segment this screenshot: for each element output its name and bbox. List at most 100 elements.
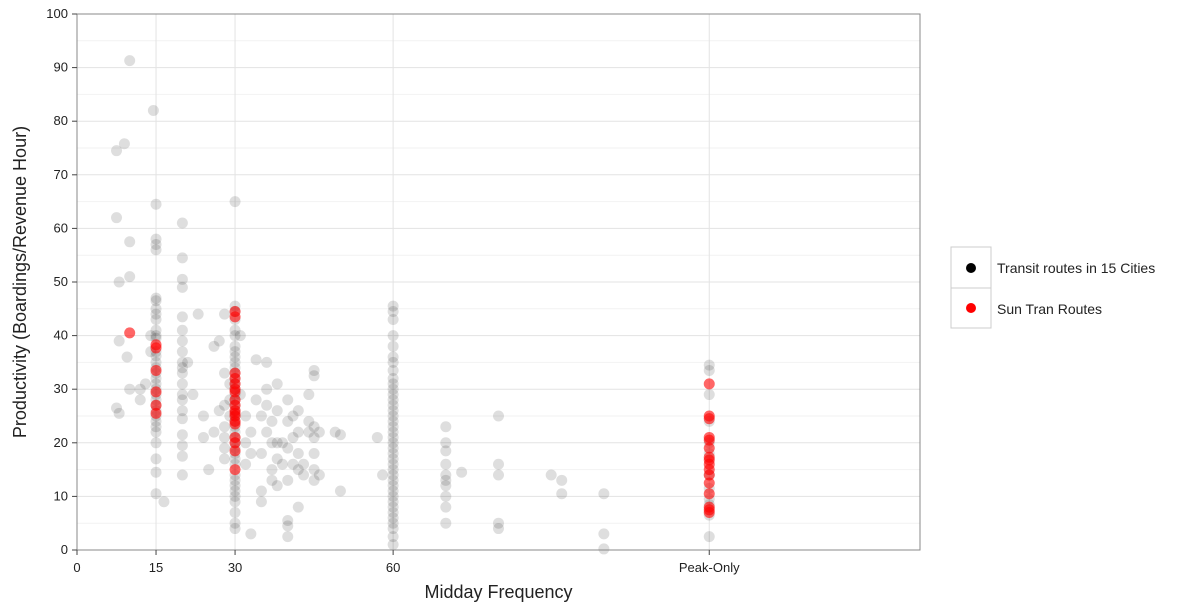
data-point	[387, 448, 399, 460]
data-point	[176, 469, 188, 481]
data-point	[111, 212, 123, 224]
data-point	[493, 458, 504, 470]
data-point	[176, 217, 188, 229]
data-point	[387, 405, 399, 417]
data-point	[150, 364, 162, 376]
data-point	[329, 426, 341, 438]
data-point	[176, 273, 188, 285]
data-point	[308, 421, 320, 433]
data-point	[150, 244, 162, 256]
data-point	[176, 429, 188, 441]
x-tick-label: 0	[73, 560, 80, 575]
data-point	[229, 351, 241, 363]
data-point	[113, 276, 125, 288]
y-tick-label: 40	[54, 328, 68, 343]
data-point	[176, 335, 188, 347]
data-point	[598, 528, 610, 540]
data-point	[111, 402, 123, 414]
data-point	[308, 464, 320, 476]
data-point	[456, 466, 468, 478]
data-point	[150, 314, 162, 326]
data-point	[313, 426, 325, 438]
data-point	[203, 464, 215, 476]
data-point	[703, 531, 715, 543]
data-point	[387, 506, 399, 518]
data-point	[387, 314, 399, 326]
data-point	[308, 474, 320, 486]
data-point	[219, 431, 231, 443]
data-point	[229, 418, 241, 430]
data-point	[250, 394, 262, 406]
data-point	[150, 399, 162, 411]
data-point	[440, 458, 452, 470]
data-point	[598, 543, 610, 555]
data-point	[176, 450, 188, 462]
data-point	[387, 394, 399, 406]
data-point	[150, 308, 162, 320]
data-point	[147, 104, 159, 116]
data-point	[229, 485, 241, 497]
data-point	[276, 437, 288, 449]
data-point	[703, 389, 715, 401]
data-point	[261, 356, 273, 368]
data-point	[150, 426, 162, 438]
data-point	[150, 453, 162, 465]
data-point	[703, 477, 715, 489]
data-point	[219, 399, 231, 411]
data-point	[134, 394, 146, 406]
data-point	[308, 364, 320, 376]
data-point	[229, 517, 241, 529]
data-point	[387, 437, 399, 449]
y-tick-label: 30	[54, 381, 68, 396]
data-point	[440, 517, 452, 529]
data-point	[113, 335, 125, 347]
data-point	[150, 342, 162, 354]
legend-marker-transit	[966, 263, 976, 273]
data-point	[598, 488, 610, 500]
data-point	[121, 351, 133, 363]
data-point	[387, 340, 399, 352]
data-point	[176, 394, 188, 406]
data-point	[219, 442, 231, 454]
data-point	[150, 198, 162, 210]
data-point	[176, 356, 188, 368]
y-tick-label: 20	[54, 435, 68, 450]
data-point	[287, 410, 299, 422]
data-point	[440, 474, 452, 486]
data-point	[387, 330, 399, 342]
data-point	[229, 490, 241, 502]
data-point	[182, 356, 194, 368]
data-point	[282, 520, 294, 532]
data-point	[303, 389, 315, 401]
data-point	[271, 453, 283, 465]
data-point	[229, 386, 241, 398]
data-point	[292, 405, 304, 417]
data-point	[387, 421, 399, 433]
data-point	[219, 367, 231, 379]
data-point	[266, 464, 278, 476]
x-tick-label: 15	[149, 560, 163, 575]
data-point	[124, 55, 136, 67]
data-point	[219, 308, 231, 320]
data-point	[229, 523, 241, 535]
data-point	[229, 437, 241, 449]
data-point	[387, 442, 399, 454]
data-point	[287, 431, 299, 443]
data-point	[176, 324, 188, 336]
data-point	[387, 300, 399, 312]
data-point	[245, 426, 257, 438]
data-point	[150, 238, 162, 250]
data-point	[387, 372, 399, 384]
data-point	[387, 356, 399, 368]
data-point	[229, 445, 241, 457]
data-point	[282, 415, 294, 427]
data-point	[245, 448, 257, 460]
data-point	[229, 480, 241, 492]
data-point	[292, 426, 304, 438]
data-point	[219, 421, 231, 433]
y-axis-title: Productivity (Boardings/Revenue Hour)	[10, 126, 30, 438]
data-point	[703, 413, 715, 425]
data-point	[387, 458, 399, 470]
data-point	[556, 488, 568, 500]
data-point	[150, 356, 162, 368]
